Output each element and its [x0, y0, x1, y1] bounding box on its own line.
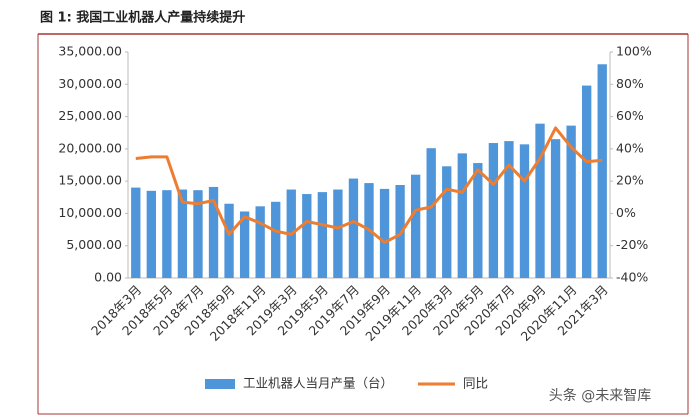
- y2-tick-label: 60%: [616, 108, 644, 123]
- bar: [239, 211, 250, 278]
- line: [135, 126, 603, 244]
- y-tick-label: 0.00: [94, 270, 122, 285]
- bar: [582, 85, 592, 278]
- bar: [535, 123, 545, 278]
- bar: [317, 192, 328, 278]
- legend-label: 工业机器人当月产量（台）: [243, 376, 393, 391]
- legend-label: 同比: [463, 376, 488, 391]
- bar: [504, 141, 514, 278]
- bar: [271, 201, 281, 278]
- y-tick-label: 35,000.00: [58, 44, 122, 59]
- bar: [208, 186, 219, 278]
- y2-tick-label: -40%: [616, 270, 648, 285]
- y-tick-label: 30,000.00: [58, 76, 122, 91]
- bar: [348, 178, 359, 278]
- y-tick-label: 10,000.00: [58, 205, 122, 220]
- y-tick-label: 5,000.00: [66, 237, 122, 252]
- y-tick-label: 25,000.00: [58, 108, 122, 123]
- bar: [410, 174, 421, 278]
- y2-tick-label: -20%: [616, 237, 648, 252]
- bar: [333, 189, 343, 278]
- y2-tick-label: 0%: [616, 205, 636, 220]
- bar: [224, 203, 234, 278]
- bar: [597, 64, 607, 278]
- y2-tick-label: 100%: [616, 44, 652, 59]
- watermark: 头条 @未来智库: [549, 387, 651, 404]
- bar: [162, 190, 172, 278]
- bar: [379, 188, 390, 278]
- bar: [131, 187, 141, 278]
- bar: [488, 143, 499, 278]
- chart-title: 图 1: 我国工业机器人产量持续提升: [40, 10, 245, 26]
- bar: [519, 144, 530, 278]
- bar: [302, 194, 312, 278]
- legend-swatch: [205, 379, 235, 389]
- bar: [426, 148, 436, 278]
- bar: [177, 189, 188, 278]
- y-tick-label: 15,000.00: [58, 173, 122, 188]
- bar: [193, 190, 203, 278]
- y2-tick-label: 80%: [616, 76, 644, 91]
- bar: [550, 139, 561, 278]
- bar: [146, 190, 156, 278]
- bar: [442, 166, 452, 278]
- bar: [457, 153, 467, 278]
- y-tick-label: 20,000.00: [58, 140, 122, 155]
- bar: [566, 125, 576, 279]
- y2-tick-label: 20%: [616, 173, 644, 188]
- y2-tick-label: 40%: [616, 140, 644, 155]
- bar: [255, 206, 265, 278]
- bar: [395, 185, 405, 278]
- bar: [473, 163, 483, 278]
